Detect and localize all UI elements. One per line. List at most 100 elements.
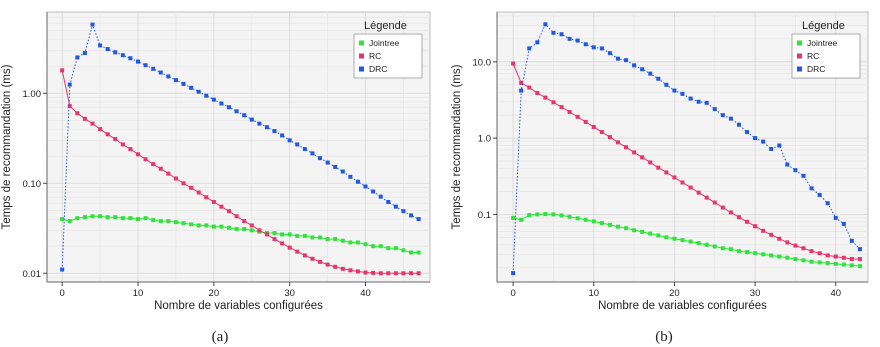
data-point-rc [551, 100, 556, 105]
data-point-rc [801, 246, 806, 251]
data-point-rc [567, 109, 572, 114]
data-point-jointree [204, 223, 209, 228]
data-point-drc [615, 56, 620, 61]
chart-a: 0.01 0.10 1.00 0 10 20 30 40 Nombre de variables… [1, 11, 431, 345]
data-point-jointree [632, 228, 637, 233]
data-point-rc [575, 114, 580, 119]
data-point-rc [720, 205, 725, 210]
data-point-drc [632, 63, 637, 68]
data-point-jointree [777, 254, 782, 259]
data-point-rc [386, 271, 391, 276]
data-point-drc [656, 76, 661, 81]
data-point-drc [136, 59, 141, 64]
data-point-rc [519, 80, 524, 85]
data-point-rc [158, 166, 163, 171]
data-point-drc [833, 215, 838, 220]
data-point-drc [242, 113, 247, 118]
data-point-rc [136, 152, 141, 157]
data-point-rc [318, 259, 323, 264]
data-point-jointree [333, 237, 338, 242]
data-point-drc [809, 186, 814, 191]
data-point-jointree [173, 220, 178, 225]
data-point-jointree [158, 219, 163, 224]
data-point-rc [583, 119, 588, 124]
data-point-drc [559, 32, 564, 37]
data-point-rc [615, 140, 620, 145]
data-point-jointree [769, 253, 774, 258]
data-point-rc [325, 262, 330, 267]
data-point-jointree [793, 257, 798, 262]
data-point-jointree [672, 236, 677, 241]
data-point-jointree [386, 246, 391, 251]
data-point-rc [745, 219, 750, 224]
data-point-drc [857, 247, 862, 252]
data-point-jointree [583, 217, 588, 222]
data-point-jointree [348, 240, 353, 245]
data-point-jointree [664, 235, 669, 240]
y-tick-label: 0.01 [23, 269, 42, 280]
data-point-rc [295, 249, 300, 254]
data-point-rc [67, 104, 72, 109]
data-point-drc [551, 30, 556, 35]
data-point-jointree [519, 217, 524, 222]
data-point-drc [607, 51, 612, 56]
legend-label-drc: DRC [369, 64, 387, 74]
data-point-drc [640, 67, 645, 72]
data-point-drc [672, 88, 677, 93]
data-point-jointree [67, 219, 72, 224]
data-point-drc [234, 109, 239, 114]
data-point-rc [378, 271, 383, 276]
data-point-rc [680, 180, 685, 185]
data-point-rc [189, 185, 194, 190]
data-point-drc [67, 82, 72, 87]
data-point-drc [519, 88, 524, 93]
data-point-drc [189, 85, 194, 90]
subfigure-caption: (a) [212, 329, 229, 345]
data-point-drc [287, 138, 292, 143]
data-point-drc [371, 189, 376, 194]
data-point-rc [287, 245, 292, 250]
data-point-jointree [136, 217, 141, 222]
x-tick-label: 30 [284, 288, 295, 299]
data-point-jointree [559, 213, 564, 218]
data-point-drc [575, 38, 580, 43]
data-point-jointree [825, 261, 830, 266]
x-tick-label: 20 [209, 288, 220, 299]
data-point-drc [567, 36, 572, 41]
subfigure-caption: (b) [655, 329, 673, 345]
data-point-rc [511, 61, 516, 66]
x-tick-label: 20 [669, 288, 680, 299]
data-point-rc [777, 236, 782, 241]
data-point-jointree [60, 217, 65, 222]
data-point-drc [599, 46, 604, 51]
data-point-jointree [355, 240, 360, 245]
data-point-rc [310, 256, 315, 261]
data-point-jointree [607, 222, 612, 227]
data-point-jointree [90, 214, 95, 219]
data-point-rc [401, 271, 406, 276]
data-point-rc [857, 257, 862, 262]
legend-label-rc: RC [807, 51, 819, 61]
data-point-rc [648, 160, 653, 165]
data-point-drc [295, 142, 300, 147]
data-point-jointree [310, 235, 315, 240]
legend-label-drc: DRC [807, 64, 825, 74]
data-point-jointree [234, 227, 239, 232]
data-point-drc [113, 50, 118, 55]
data-point-drc [680, 91, 685, 96]
data-point-jointree [535, 212, 540, 217]
data-point-rc [527, 85, 532, 90]
y-tick-label: 1.00 [23, 89, 42, 100]
data-point-rc [543, 95, 548, 100]
data-point-drc [583, 42, 588, 47]
data-point-drc [348, 174, 353, 179]
data-point-drc [264, 125, 269, 130]
legend-swatch-rc [797, 53, 802, 59]
data-point-jointree [841, 262, 846, 267]
data-point-drc [849, 238, 854, 243]
data-point-jointree [575, 216, 580, 221]
data-point-jointree [249, 228, 254, 233]
data-point-jointree [340, 238, 345, 243]
data-point-drc [761, 139, 766, 144]
